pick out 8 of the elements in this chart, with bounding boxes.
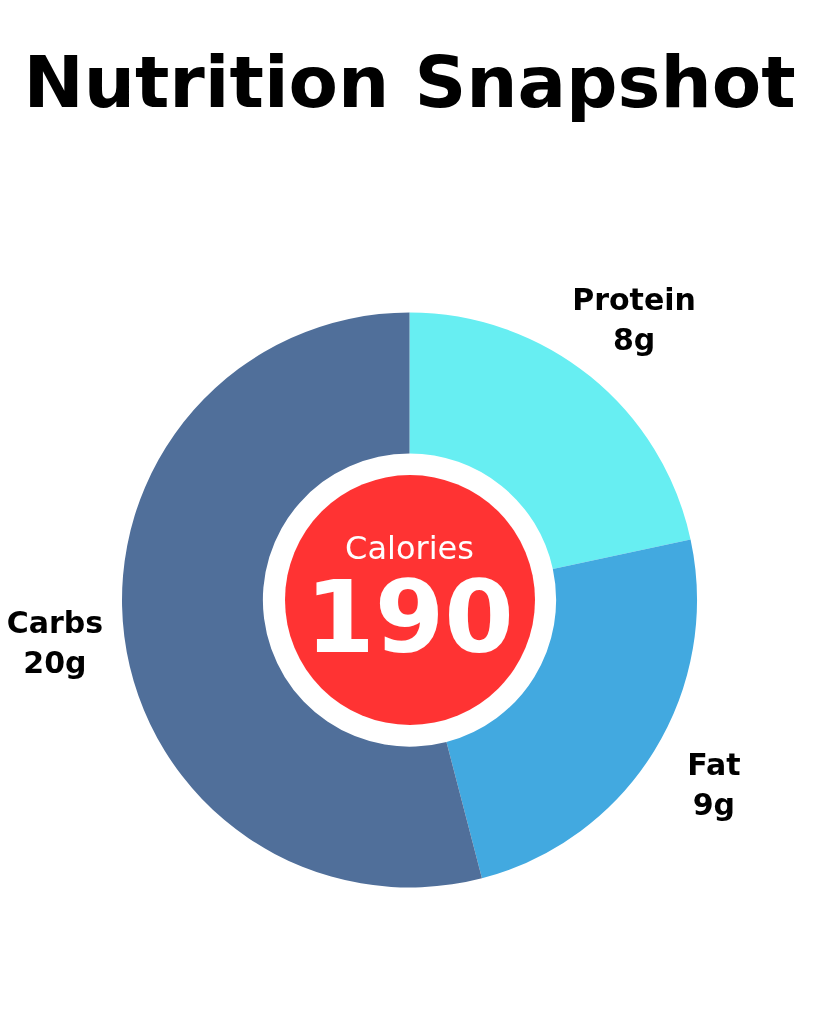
data-label: 8g bbox=[612, 321, 656, 357]
center-circle: Calories 190 bbox=[284, 475, 535, 725]
slice-label: Protein bbox=[572, 281, 696, 317]
slice-label: Carbs bbox=[6, 605, 104, 641]
slice-label: Fat bbox=[687, 747, 741, 783]
data-label: 9g bbox=[692, 787, 736, 823]
chart-title: Nutrition Snapshot bbox=[22, 40, 797, 124]
data-label: 20g bbox=[23, 645, 87, 681]
